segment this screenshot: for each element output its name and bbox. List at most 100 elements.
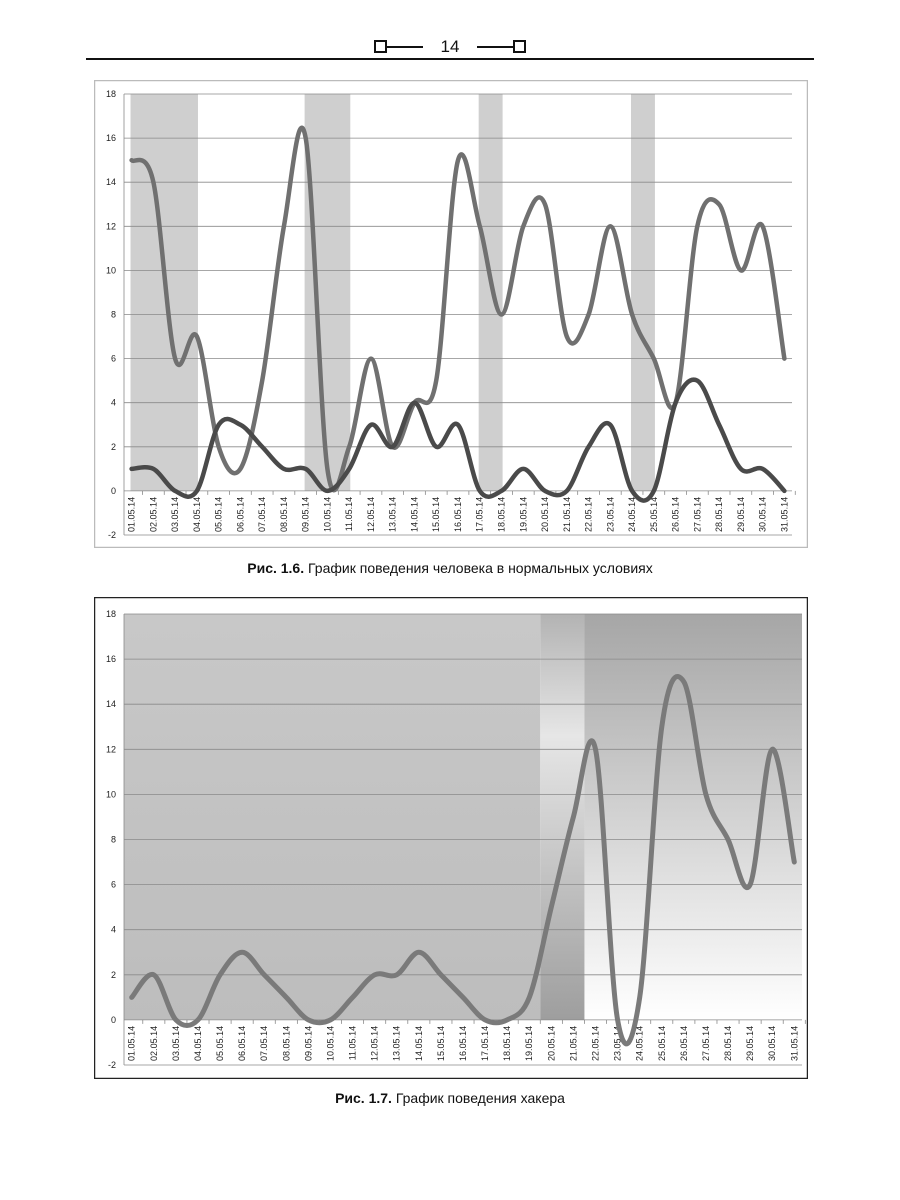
x-tick-label: 19.05.14 [518,497,528,532]
x-tick-label: 13.05.14 [392,1026,402,1061]
x-tick-label: 03.05.14 [171,1026,181,1061]
y-tick-label: 4 [111,398,116,408]
x-tick-label: 26.05.14 [679,1026,689,1061]
header-right-box-icon [513,40,527,54]
x-tick-label: 24.05.14 [627,497,637,532]
x-tick-label: 25.05.14 [657,1026,667,1061]
y-tick-label: 6 [111,354,116,364]
caption-text: График поведения человека в нормальных у… [308,560,653,576]
x-tick-label: 07.05.14 [259,1026,269,1061]
x-tick-label: 12.05.14 [366,497,376,532]
x-tick-label: 31.05.14 [779,497,789,532]
y-tick-label: -2 [108,530,116,540]
y-tick-label: 0 [111,1015,116,1025]
x-tick-label: 12.05.14 [370,1026,380,1061]
shaded-range [630,94,655,491]
chart-1-7: -2 0 2 4 6 8 10 12 14 16 18 01.05.14 02.05.14 03.05.1… [94,597,808,1079]
x-tick-label: 09.05.14 [301,497,311,532]
x-tick-label: 01.05.14 [127,497,137,532]
x-tick-label: 01.05.14 [127,1026,137,1061]
y-tick-label: 12 [106,221,116,231]
x-tick-label: 22.05.14 [584,497,594,532]
x-tick-label: 04.05.14 [193,1026,203,1061]
x-tick-label: 22.05.14 [591,1026,601,1061]
x-tick-label: 26.05.14 [671,497,681,532]
x-tick-label: 29.05.14 [745,1026,755,1061]
chart-1-6: -2 0 2 4 6 8 10 12 14 16 18 01.05.14 02.05.14 03.05.1… [94,80,808,548]
y-tick-label: 14 [106,699,116,709]
caption-prefix: Рис. 1.6. [247,560,305,576]
page-header: 14 [0,36,900,57]
x-tick-label: 04.05.14 [192,497,202,532]
x-tick-label: 21.05.14 [562,497,572,532]
x-tick-label: 23.05.14 [613,1026,623,1061]
figure-1-6: -2 0 2 4 6 8 10 12 14 16 18 01.05.14 02.05.14 03.05.1… [94,80,808,548]
x-tick-label: 18.05.14 [497,497,507,532]
y-tick-label: 18 [106,609,116,619]
page-number: 14 [440,36,460,56]
x-tick-label: 27.05.14 [701,1026,711,1061]
x-tick-label: 24.05.14 [635,1026,645,1061]
x-tick-label: 15.05.14 [431,497,441,532]
y-tick-label: 10 [106,265,116,275]
x-tick-label: 11.05.14 [348,1026,358,1060]
header-left-dash [386,45,423,48]
x-tick-label: 21.05.14 [568,1026,578,1061]
x-tick-label: 30.05.14 [758,497,768,532]
caption-prefix: Рис. 1.7. [335,1090,392,1106]
shaded-range [478,94,503,491]
y-tick-label: 16 [106,133,116,143]
y-tick-label: -2 [108,1060,116,1070]
y-tick-label: 4 [111,925,116,935]
x-tick-label: 14.05.14 [414,1026,424,1061]
header-right-dash [477,45,514,48]
x-tick-label: 03.05.14 [170,497,180,532]
x-tick-label: 17.05.14 [475,497,485,532]
x-tick-label: 28.05.14 [723,1026,733,1061]
y-tick-label: 8 [111,310,116,320]
x-tick-label: 23.05.14 [605,497,615,532]
y-tick-label: 14 [106,177,116,187]
caption-text: График поведения хакера [395,1090,565,1106]
x-tick-label: 17.05.14 [480,1026,490,1061]
x-tick-label: 08.05.14 [281,1026,291,1061]
x-tick-label: 10.05.14 [322,497,332,532]
x-tick-label: 06.05.14 [237,1026,247,1061]
shaded-range [540,614,585,1020]
header-left-box-icon [373,40,387,54]
x-tick-label: 11.05.14 [344,497,354,531]
x-tick-label: 25.05.14 [649,497,659,532]
shaded-range [584,614,802,1020]
x-tick-label: 27.05.14 [692,497,702,532]
figure-1-6-caption: Рис. 1.6. График поведения человека в но… [0,560,900,576]
x-tick-label: 09.05.14 [303,1026,313,1061]
x-tick-label: 07.05.14 [257,497,267,532]
x-tick-label: 19.05.14 [524,1026,534,1061]
x-tick-label: 02.05.14 [149,1026,159,1061]
figure-1-7-caption: Рис. 1.7. График поведения хакера [0,1090,900,1106]
x-tick-label: 28.05.14 [714,497,724,532]
x-tick-label: 30.05.14 [767,1026,777,1061]
y-tick-label: 6 [111,880,116,890]
header-rule [86,58,814,60]
x-tick-label: 16.05.14 [458,1026,468,1061]
y-tick-label: 8 [111,835,116,845]
y-tick-label: 10 [106,789,116,799]
y-tick-label: 16 [106,654,116,664]
y-tick-label: 18 [106,89,116,99]
x-tick-label: 18.05.14 [502,1026,512,1061]
x-tick-label: 05.05.14 [214,497,224,532]
x-tick-label: 10.05.14 [325,1026,335,1061]
x-tick-label: 13.05.14 [388,497,398,532]
x-tick-label: 05.05.14 [215,1026,225,1061]
y-tick-label: 0 [111,486,116,496]
x-tick-label: 29.05.14 [736,497,746,532]
x-tick-label: 15.05.14 [436,1026,446,1061]
x-tick-label: 08.05.14 [279,497,289,532]
x-tick-label: 31.05.14 [789,1026,799,1061]
shaded-range [304,94,351,491]
x-tick-label: 16.05.14 [453,497,463,532]
x-tick-label: 20.05.14 [540,497,550,532]
x-tick-label: 14.05.14 [409,497,419,532]
x-tick-label: 20.05.14 [546,1026,556,1061]
